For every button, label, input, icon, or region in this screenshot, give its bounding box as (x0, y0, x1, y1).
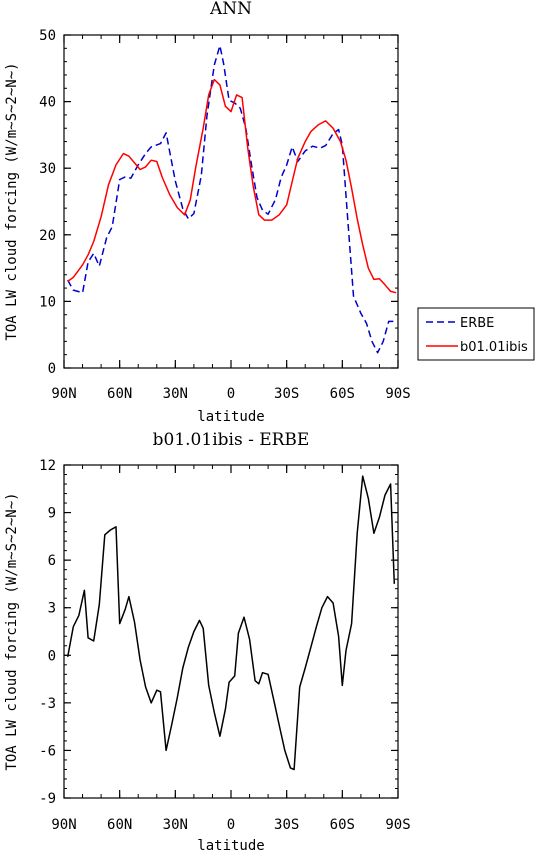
chart2-y-tick-label: 6 (48, 553, 56, 569)
chart1-x-tick-label: 90S (385, 386, 410, 402)
chart2-y-tick-label: -6 (39, 743, 56, 759)
chart1-title: ANN (209, 0, 252, 19)
chart1-x-tick-label: 30N (163, 386, 188, 402)
chart1-x-tick-label: 0 (227, 386, 235, 402)
chart1-legend: ERBE b01.01ibis (417, 307, 535, 361)
chart2-y-axis-label: TOA LW cloud forcing (W/m~S~2~N~) (4, 492, 20, 770)
bottom-chart: b01.01ibis - ERBE -9 -6 -3 0 3 6 9 12 90N 60N 30N 0 3… (4, 430, 411, 851)
chart1-legend-box (417, 307, 535, 361)
chart1-y-tick-label: 30 (39, 161, 56, 177)
chart2-x-tick-label: 60N (107, 817, 132, 833)
chart1-y-tick-label: 10 (39, 294, 56, 310)
chart1-y-tick-label: 20 (39, 228, 56, 244)
chart2-x-tick-label: 90N (51, 817, 76, 833)
chart2-y-tick-label: -9 (39, 791, 56, 807)
chart2-x-tick-label: 90S (385, 817, 410, 833)
chart2-plot-frame (63, 464, 399, 799)
chart2-y-tick-label: 12 (39, 458, 56, 474)
chart2-x-tick-label: 30N (163, 817, 188, 833)
chart1-y-tick-label: 50 (39, 28, 56, 44)
chart1-legend-label-2: b01.01ibis (460, 340, 528, 355)
chart2-x-tick-label: 0 (227, 817, 235, 833)
chart1-series-1-line (67, 44, 395, 354)
chart1-x-axis-label: latitude (197, 409, 264, 425)
chart2-x-tick-label: 60S (330, 817, 355, 833)
chart1-series-2-line (67, 78, 397, 294)
chart2-title: b01.01ibis - ERBE (153, 430, 310, 450)
chart2-x-tick-label: 30S (274, 817, 299, 833)
chart1-x-tick-label: 90N (51, 386, 76, 402)
chart1-x-tick-label: 60S (330, 386, 355, 402)
chart2-y-tick-label: 9 (48, 506, 56, 522)
top-chart: ANN 0 10 20 30 40 50 90N 60N 30N 0 30S 60S 90S latitud… (4, 0, 535, 425)
chart1-y-tick-label: 0 (48, 361, 56, 377)
chart1-x-tick-label: 30S (274, 386, 299, 402)
chart1-plot-frame (63, 34, 399, 369)
chart2-x-axis-label: latitude (197, 838, 264, 851)
chart1-x-tick-label: 60N (107, 386, 132, 402)
chart2-y-tick-label: 3 (48, 601, 56, 617)
chart1-y-tick-label: 40 (39, 95, 56, 111)
chart2-y-tick-label: -3 (39, 696, 56, 712)
chart1-legend-label-1: ERBE (460, 316, 494, 331)
chart2-series-1-line (66, 475, 396, 771)
chart2-y-tick-label: 0 (48, 648, 56, 664)
chart1-y-axis-label: TOA LW cloud forcing (W/m~S~2~N~) (4, 62, 20, 340)
